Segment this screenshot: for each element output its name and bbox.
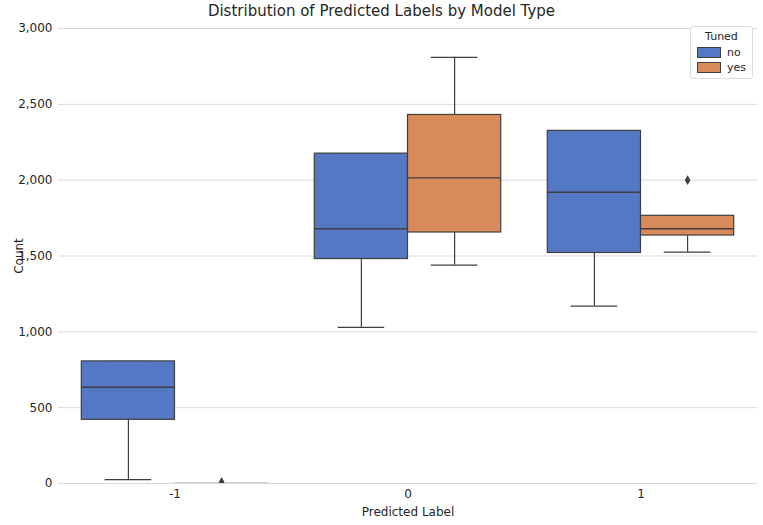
svg-text:-1: -1	[169, 487, 181, 501]
html-text:yes: yes	[727, 61, 746, 74]
svg-text:1: 1	[637, 487, 645, 501]
svg-text:Count: Count	[12, 238, 26, 274]
svg-text:3,000: 3,000	[18, 21, 52, 35]
svg-text:500: 500	[30, 401, 53, 415]
svg-text:0: 0	[45, 476, 53, 490]
svg-text:1,000: 1,000	[18, 325, 52, 339]
svg-text:Predicted Label: Predicted Label	[362, 505, 455, 519]
svg-text:0: 0	[404, 487, 412, 501]
html-text:Distribution of Predicted Labe: Distribution of Predicted Labels by Mode…	[207, 2, 556, 20]
svg-text:2,000: 2,000	[18, 173, 52, 187]
html-text:Tuned: Tuned	[705, 30, 738, 43]
html-text:no: no	[727, 46, 741, 59]
svg-text:1,500: 1,500	[18, 248, 53, 263]
svg-text:2,500: 2,500	[18, 97, 52, 111]
